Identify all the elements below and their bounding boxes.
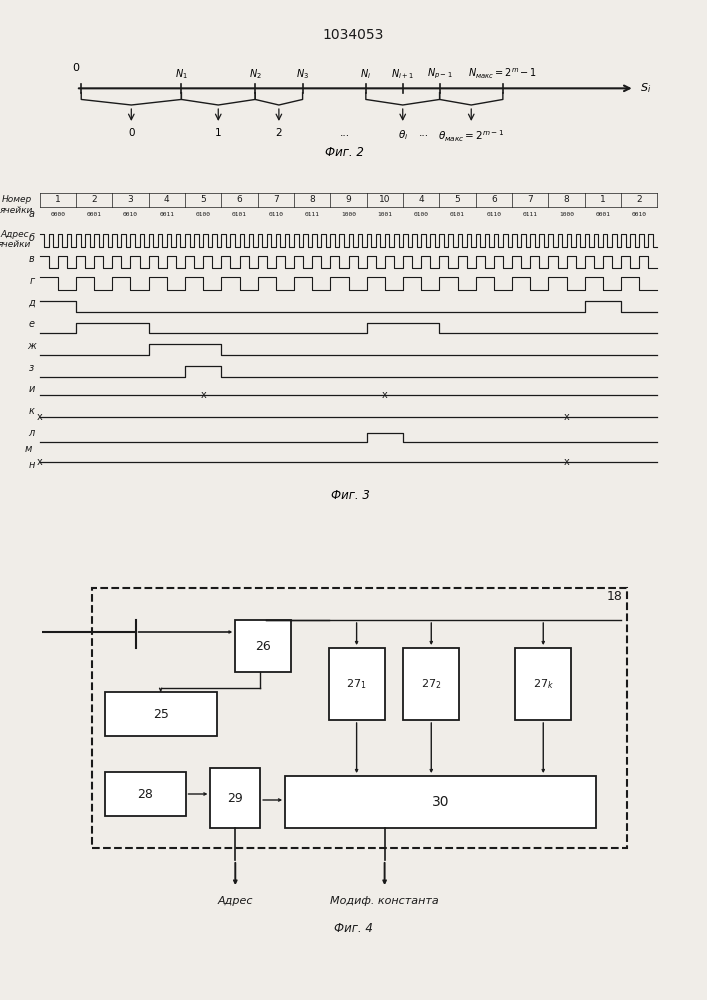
Text: 2: 2 [91,195,97,204]
Text: и: и [28,384,35,394]
Text: Фиг. 4: Фиг. 4 [334,922,373,934]
Text: 0010: 0010 [632,212,647,217]
Text: 1: 1 [55,195,61,204]
Text: б: б [29,233,35,243]
Text: $27_1$: $27_1$ [346,677,367,691]
Text: 6: 6 [237,195,243,204]
Text: $N_{p-1}$: $N_{p-1}$ [427,66,452,81]
Bar [403,648,460,720]
Text: 0: 0 [73,63,79,73]
Text: Модиф. константа: Модиф. константа [330,896,439,906]
Text: 1034053: 1034053 [323,28,384,42]
Text: x: x [563,457,569,467]
Text: з: з [29,363,34,373]
Text: 7: 7 [527,195,533,204]
Text: 5: 5 [200,195,206,204]
Text: $N_1$: $N_1$ [175,67,188,81]
Text: ж: ж [28,341,36,351]
Text: 0101: 0101 [232,212,247,217]
Text: 5: 5 [455,195,460,204]
Text: 1000: 1000 [341,212,356,217]
Text: $S_i$: $S_i$ [640,81,651,95]
Bar [515,648,571,720]
Text: 1001: 1001 [378,212,392,217]
Text: 0011: 0011 [159,212,175,217]
Text: г: г [29,276,34,286]
Text: 3: 3 [128,195,134,204]
Bar [285,776,596,828]
Bar [105,772,185,816]
Text: $N_2$: $N_2$ [249,67,262,81]
Text: а: а [29,209,35,219]
Text: 0110: 0110 [486,212,501,217]
Text: $θ_{макс}=2^{m-1}$: $θ_{макс}=2^{m-1}$ [438,128,504,144]
Text: 0111: 0111 [305,212,320,217]
Bar [211,768,260,828]
Text: $θ_i$: $θ_i$ [397,128,408,142]
Text: $N_3$: $N_3$ [296,67,309,81]
Bar [235,620,291,672]
Text: 0111: 0111 [522,212,538,217]
Text: 4: 4 [164,195,170,204]
Text: 9: 9 [346,195,351,204]
Text: Номер: Номер [1,195,32,204]
Text: 4: 4 [419,195,424,204]
Text: н: н [28,460,35,470]
Text: 2: 2 [636,195,642,204]
Text: Адрес: Адрес [0,230,29,239]
Text: в: в [29,254,35,264]
Text: д: д [28,298,35,308]
Text: Фиг. 3: Фиг. 3 [331,489,370,502]
Text: 28: 28 [137,788,153,800]
Text: к: к [29,406,35,416]
Text: 1: 1 [215,128,221,138]
Text: $N_i$: $N_i$ [361,67,371,81]
Text: x: x [200,390,206,400]
Text: $27_2$: $27_2$ [421,677,441,691]
Text: 10: 10 [379,195,391,204]
Text: 18: 18 [607,589,623,602]
Text: 1: 1 [600,195,606,204]
Text: м: м [25,444,32,454]
Text: ячейки: ячейки [0,240,31,249]
Text: 0110: 0110 [269,212,284,217]
Text: 0000: 0000 [50,212,65,217]
Text: 25: 25 [153,708,168,720]
Text: 0100: 0100 [414,212,428,217]
Text: 0001: 0001 [595,212,610,217]
Text: $27_k$: $27_k$ [533,677,554,691]
Bar [329,648,385,720]
Text: x: x [37,412,42,422]
Text: 6: 6 [491,195,497,204]
Text: 1000: 1000 [559,212,574,217]
Text: 0: 0 [128,128,134,138]
Text: $N_{макс}=2^m-1$: $N_{макс}=2^m-1$ [468,66,537,81]
Text: е: е [29,319,35,329]
Bar [92,588,627,848]
Text: 0001: 0001 [87,212,102,217]
Text: л: л [28,428,35,438]
Text: 8: 8 [310,195,315,204]
Text: Фиг. 2: Фиг. 2 [325,146,364,159]
Text: $N_{i+1}$: $N_{i+1}$ [391,67,414,81]
Text: ячейки: ячейки [0,206,33,215]
Text: 0101: 0101 [450,212,465,217]
Text: 7: 7 [273,195,279,204]
Text: 29: 29 [228,792,243,804]
Bar [105,692,216,736]
Text: x: x [37,457,42,467]
Text: 2: 2 [276,128,282,138]
Text: 8: 8 [563,195,569,204]
Text: 0010: 0010 [123,212,138,217]
Text: x: x [382,390,387,400]
Text: ...: ... [339,128,350,138]
Text: 26: 26 [255,640,271,652]
Text: x: x [563,412,569,422]
Text: ...: ... [419,128,429,138]
Text: Адрес: Адрес [218,896,253,906]
Text: 0100: 0100 [196,212,211,217]
Text: 30: 30 [432,795,450,809]
